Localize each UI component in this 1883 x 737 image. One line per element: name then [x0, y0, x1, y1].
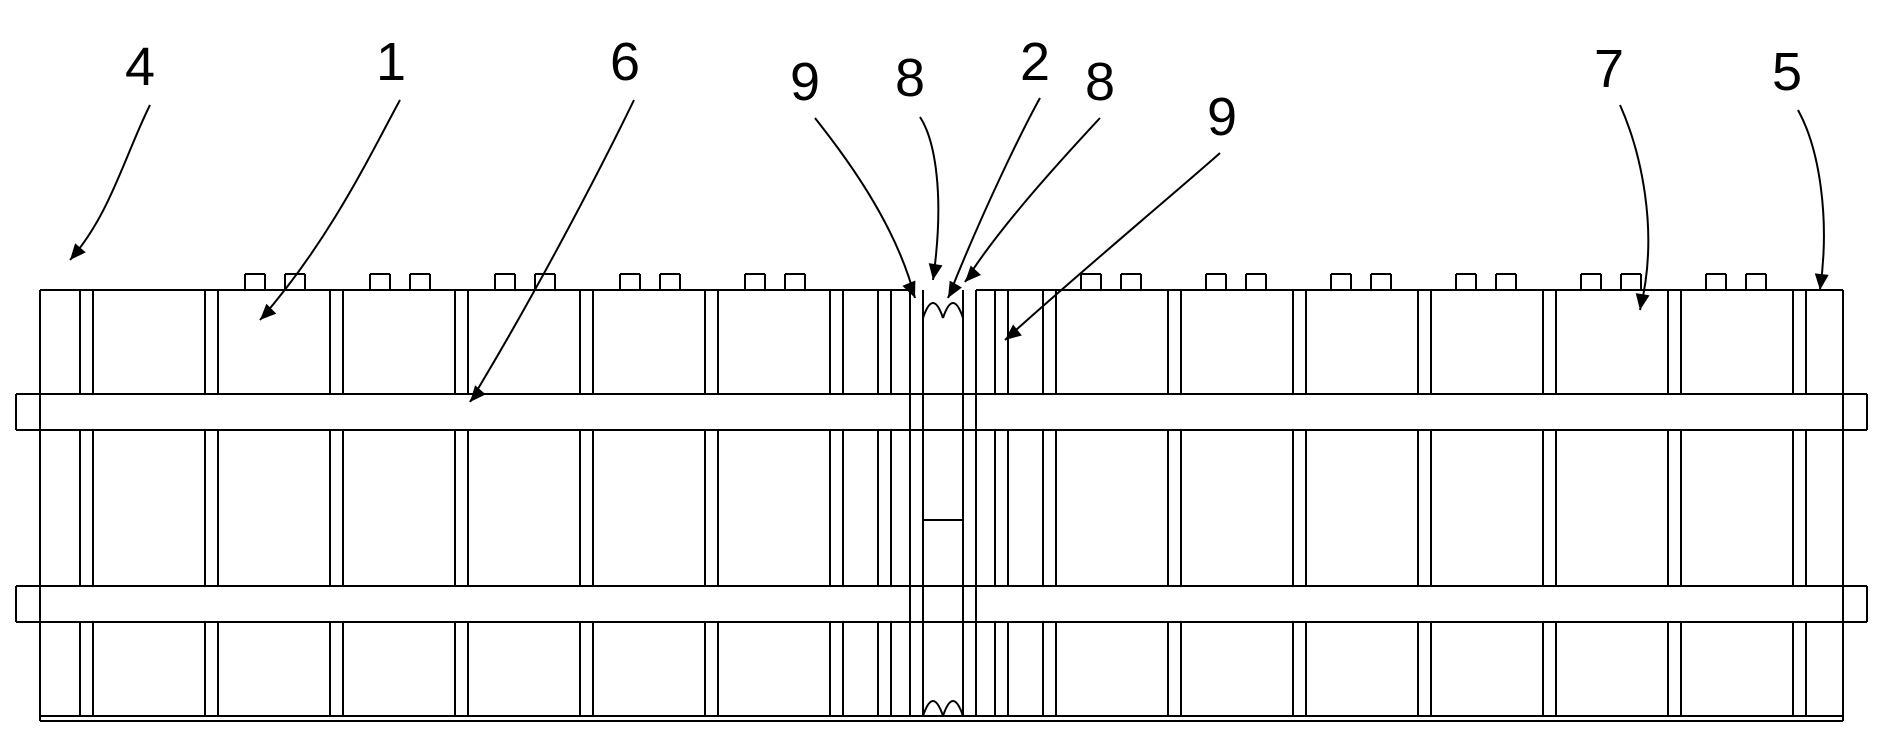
label-7: 7: [1594, 39, 1624, 99]
label-5: 5: [1772, 42, 1802, 102]
label-9a: 9: [790, 52, 820, 112]
label-8b: 8: [1085, 52, 1115, 112]
label-4: 4: [125, 37, 155, 97]
label-9b: 9: [1207, 87, 1237, 147]
engineering-diagram: 4169828975: [0, 0, 1883, 737]
label-1: 1: [376, 32, 406, 92]
label-6: 6: [610, 32, 640, 92]
label-8a: 8: [895, 48, 925, 108]
label-2: 2: [1020, 32, 1050, 92]
